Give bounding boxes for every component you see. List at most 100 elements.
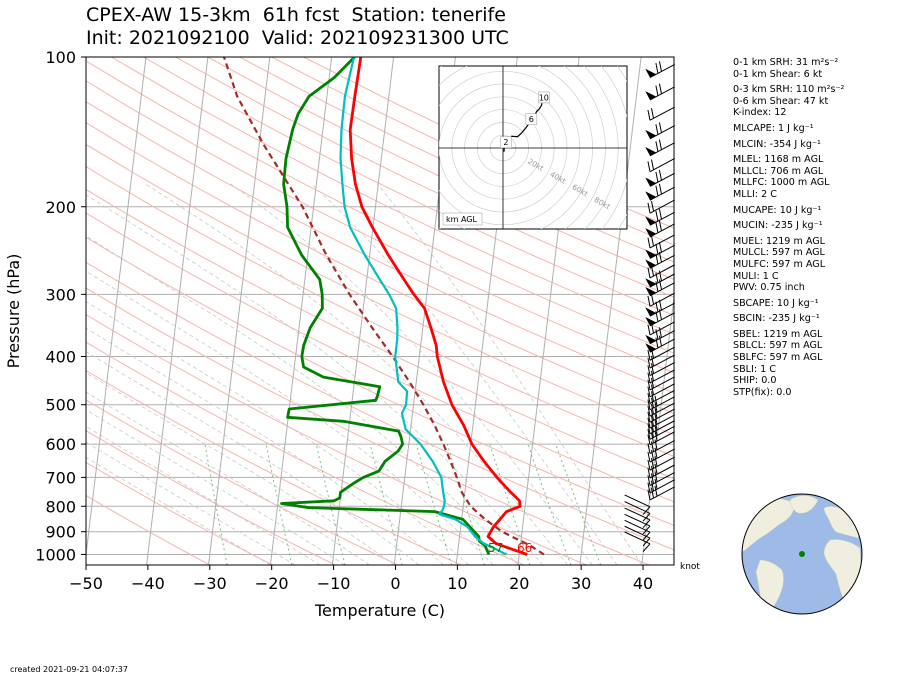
dry-adiabat — [86, 370, 462, 565]
barb-feather — [650, 432, 655, 444]
barb-feather — [647, 372, 651, 384]
barb-feather — [647, 405, 651, 417]
x-tick-label: −50 — [69, 574, 103, 593]
barb-feather — [654, 430, 658, 442]
index-line: MUCIN: -235 J kg⁻¹ — [733, 220, 823, 232]
wind-barb — [647, 401, 675, 417]
barb-feather — [650, 363, 655, 374]
barb-feather — [655, 171, 659, 183]
barb-feather — [658, 279, 662, 290]
barb-feather — [655, 243, 659, 255]
wind-barbs — [624, 61, 675, 552]
wind-barb — [647, 463, 675, 479]
y-tick-label: 900 — [45, 523, 76, 542]
barb-flag — [645, 334, 657, 344]
barb-feather — [654, 408, 658, 419]
barb-staff — [649, 448, 675, 463]
wind-barb — [647, 485, 675, 501]
barb-feather — [654, 401, 658, 413]
barb-feather — [647, 434, 651, 445]
wind-barb — [647, 383, 675, 398]
index-line: SBLFC: 597 m AGL — [733, 352, 823, 364]
y-tick-label: 700 — [45, 468, 76, 487]
isotherm — [86, 57, 147, 559]
mixing-ratio-line — [446, 443, 486, 565]
barb-feather — [650, 397, 655, 409]
y-tick-label: 800 — [45, 497, 76, 516]
index-line: 0-3 km SRH: 110 m²s⁻² — [733, 84, 845, 96]
x-tick-label: 20 — [509, 574, 529, 593]
index-line: MUCAPE: 10 J kg⁻¹ — [733, 204, 822, 216]
barb-flag — [645, 316, 657, 326]
barb-feather — [647, 429, 651, 440]
barb-feather — [650, 457, 655, 469]
wind-barb — [647, 292, 675, 307]
barb-staff — [624, 507, 651, 521]
wind-barb — [647, 447, 675, 463]
barb-feather — [650, 465, 655, 477]
barb-feather — [647, 451, 651, 463]
wind-barb — [645, 335, 675, 353]
barb-feather — [647, 489, 651, 501]
index-line: MULI: 1 C — [733, 270, 779, 282]
wind-barb — [645, 122, 675, 140]
wind-barb — [647, 439, 675, 455]
barb-feather — [650, 403, 655, 415]
barb-staff — [624, 501, 651, 514]
index-line: SBLCL: 597 m AGL — [733, 340, 823, 352]
barb-staff — [649, 86, 675, 101]
barb-feather — [654, 413, 658, 425]
y-tick-label: 200 — [45, 198, 76, 217]
barb-feather — [655, 222, 659, 233]
wind-barb — [647, 106, 675, 121]
barb-staff — [649, 338, 675, 353]
barb-feather — [642, 506, 651, 515]
dry-adiabat — [86, 101, 674, 394]
wind-barb — [647, 395, 675, 411]
isotherm — [641, 293, 674, 565]
moist-adiabat — [86, 391, 370, 565]
barb-feather — [650, 409, 655, 421]
x-axis-label: Temperature (C) — [314, 601, 445, 620]
barb-staff — [649, 464, 675, 479]
dry-adiabat — [86, 236, 674, 526]
index-line: MLCIN: -354 J kg⁻¹ — [733, 138, 821, 150]
barb-feather — [658, 183, 662, 195]
barb-flag — [645, 68, 657, 78]
barb-staff — [649, 354, 675, 369]
barb-feather — [654, 463, 658, 475]
moist-adiabat — [230, 183, 593, 565]
moist-adiabat — [86, 425, 321, 565]
barb-staff — [649, 425, 675, 440]
mixing-ratio-line — [315, 443, 346, 565]
barb-flag — [645, 278, 657, 288]
barb-feather — [650, 200, 655, 212]
isotherm — [269, 57, 333, 565]
index-line: SBCIN: -235 J kg⁻¹ — [733, 313, 820, 325]
index-line: 0-6 km Shear: 47 kt — [733, 95, 829, 107]
barb-feather — [658, 251, 662, 263]
chart-title-line1: CPEX-AW 15-3km 61h fcst Station: tenerif… — [86, 4, 506, 26]
barb-staff — [649, 254, 675, 269]
wind-barb — [645, 327, 675, 345]
barb-feather — [647, 109, 651, 121]
wind-barb — [647, 346, 675, 361]
barb-feather — [655, 281, 659, 292]
moist-adiabat — [86, 456, 271, 565]
barb-feather — [655, 63, 659, 74]
barb-staff — [649, 420, 675, 435]
barb-feather — [658, 83, 662, 94]
dry-adiabat — [86, 430, 336, 565]
index-line: MULCL: 597 m AGL — [733, 247, 825, 259]
hodograph-height-label: 6 — [529, 115, 534, 124]
indices-panel: 0-1 km SRH: 31 m²s⁻² 0-1 km Shear: 6 kt 0-… — [733, 57, 844, 398]
wind-barb — [647, 425, 675, 440]
barb-staff — [649, 172, 675, 187]
wind-barb — [645, 270, 675, 288]
index-line: MULFC: 597 m AGL — [733, 258, 826, 270]
barb-feather — [654, 425, 658, 436]
barb-flag — [645, 177, 657, 187]
wind-barb — [647, 199, 675, 214]
barb-staff — [649, 486, 675, 501]
barb-staff — [649, 244, 675, 259]
